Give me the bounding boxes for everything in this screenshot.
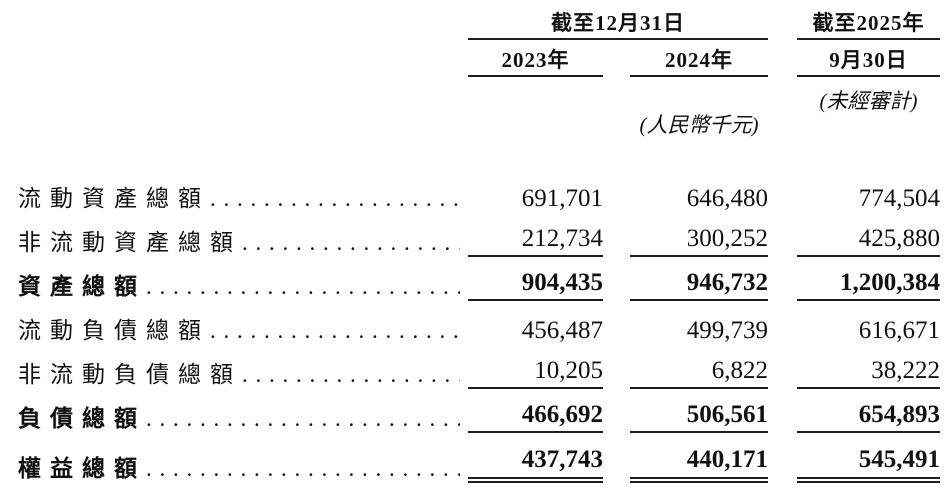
table-row-current-assets: 流動資產總額 691,701 646,480 774,504 xyxy=(18,185,947,213)
value-2023: 466,692 xyxy=(468,401,603,433)
value-2023: 904,435 xyxy=(468,269,603,301)
row-label: 非流動資產總額 xyxy=(18,229,468,257)
row-label: 資產總額 xyxy=(18,273,468,301)
value-sep2025: 545,491 xyxy=(797,446,940,483)
header-year-row: 2023年 2024年 9月30日 xyxy=(18,49,947,77)
dot-leader xyxy=(210,185,460,213)
table-row-noncurrent-liabilities: 非流動負債總額 10,205 6,822 38,222 xyxy=(18,357,947,389)
table-row-noncurrent-assets: 非流動資產總額 212,734 300,252 425,880 xyxy=(18,225,947,257)
row-label: 非流動負債總額 xyxy=(18,361,468,389)
row-label: 權益總額 xyxy=(18,455,468,483)
dot-leader xyxy=(242,229,460,257)
value-2023: 10,205 xyxy=(468,357,603,389)
row-label-text: 流動負債總額 xyxy=(18,318,210,343)
value-2024: 440,171 xyxy=(630,446,768,483)
value-sep2025: 654,893 xyxy=(797,401,940,433)
row-label-text: 負債總額 xyxy=(18,406,146,431)
row-label: 流動負債總額 xyxy=(18,317,468,345)
table-row-current-liabilities: 流動負債總額 456,487 499,739 616,671 xyxy=(18,317,947,345)
row-label: 流動資產總額 xyxy=(18,185,468,213)
value-2024: 300,252 xyxy=(630,225,768,257)
value-2023: 437,743 xyxy=(468,446,603,483)
row-label-text: 權益總額 xyxy=(18,456,146,481)
header-body-spacer xyxy=(18,137,947,185)
table-row-total-assets: 資產總額 904,435 946,732 1,200,384 xyxy=(18,269,947,301)
row-label-text: 非流動資產總額 xyxy=(18,230,242,255)
dot-leader xyxy=(146,405,460,433)
row-label-text: 非流動負債總額 xyxy=(18,362,242,387)
value-sep2025: 1,200,384 xyxy=(797,269,940,301)
header-as-of-2025: 截至2025年 xyxy=(797,12,940,40)
value-2024: 506,561 xyxy=(630,401,768,433)
value-2024: 499,739 xyxy=(686,317,768,344)
header-as-of-dec31: 截至12月31日 xyxy=(468,12,768,40)
value-2023: 691,701 xyxy=(521,185,603,212)
currency-note: (人民幣千元) xyxy=(639,113,759,137)
header-col-2024: 2024年 xyxy=(630,49,768,77)
unaudited-note-row: (未經審計) xyxy=(18,77,947,113)
header-group-row: 截至12月31日 截至2025年 xyxy=(18,12,947,40)
value-2023: 212,734 xyxy=(468,225,603,257)
row-label-text: 流動資產總額 xyxy=(18,186,210,211)
value-sep2025: 425,880 xyxy=(797,225,940,257)
value-sep2025: 616,671 xyxy=(858,317,940,344)
dot-leader xyxy=(210,317,460,345)
value-sep2025: 38,222 xyxy=(797,357,940,389)
value-2024: 646,480 xyxy=(686,185,768,212)
table-row-total-equity: 權益總額 437,743 440,171 545,491 xyxy=(18,446,947,483)
dot-leader xyxy=(146,273,460,301)
row-label: 負債總額 xyxy=(18,405,468,433)
dot-leader xyxy=(242,361,460,389)
header-col-sep30: 9月30日 xyxy=(797,49,940,77)
value-2023: 456,487 xyxy=(521,317,603,344)
value-2024: 6,822 xyxy=(630,357,768,389)
value-sep2025: 774,504 xyxy=(858,185,940,212)
value-2024: 946,732 xyxy=(630,269,768,301)
header-col-2023: 2023年 xyxy=(468,49,603,77)
currency-note-row: (人民幣千元) xyxy=(18,113,947,137)
row-label-text: 資產總額 xyxy=(18,274,146,299)
table-row-total-liabilities: 負債總額 466,692 506,561 654,893 xyxy=(18,401,947,433)
dot-leader xyxy=(146,455,460,483)
unaudited-note: (未經審計) xyxy=(819,89,918,113)
